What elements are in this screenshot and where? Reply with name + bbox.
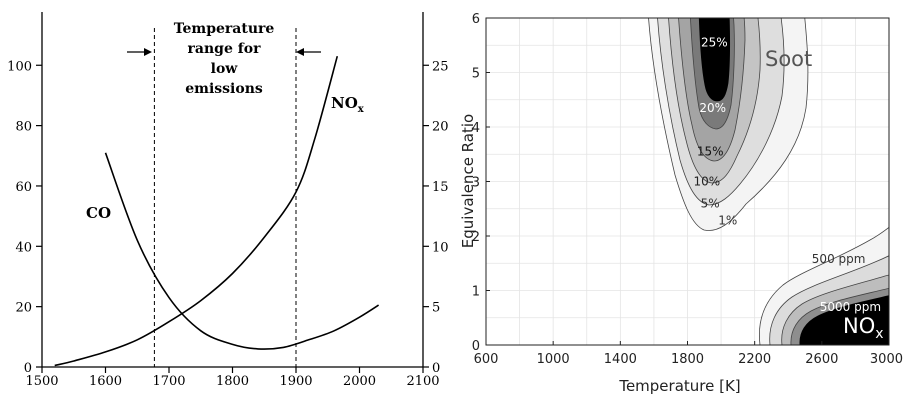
nox-region-label: NOx xyxy=(843,314,884,342)
co-curve-label: CO xyxy=(86,204,111,222)
secondary-y-tick-label: 0 xyxy=(432,361,440,376)
soot-contour-label: 1% xyxy=(718,214,737,228)
secondary-y-tick-label: 5 xyxy=(432,301,440,316)
contour-plot xyxy=(648,18,889,345)
right-y-tick-label: 0 xyxy=(472,339,480,354)
left-x-tick-label: 1800 xyxy=(216,374,249,389)
right-x-tick-label: 1400 xyxy=(604,352,637,367)
reference-lines xyxy=(153,28,297,367)
secondary-y-tick-label: 25 xyxy=(432,59,449,74)
right-x-tick-label: 1800 xyxy=(671,352,704,367)
right-y-tick-label: 6 xyxy=(472,12,480,27)
nox-contour-label: 5000 ppm xyxy=(820,300,881,314)
nox-label-main: NO xyxy=(331,94,358,112)
y-axis-title: Equivalence Ratio xyxy=(459,114,477,248)
soot-contour-label: 5% xyxy=(701,196,720,210)
right-x-tick-label: 2600 xyxy=(805,352,838,367)
soot-contour-label: 25% xyxy=(701,36,728,50)
range-arrow-left xyxy=(127,48,152,56)
secondary-y-tick-label: 20 xyxy=(432,120,449,135)
left-x-tick-label: 1600 xyxy=(89,374,122,389)
series-line-nox xyxy=(54,55,339,367)
left-secondary-y-ticks: 0 5 10 15 20 25 xyxy=(423,59,449,376)
x-axis-title: Temperature [K] xyxy=(618,377,740,395)
left-y-ticks: 0 20 40 60 80 100 xyxy=(7,59,42,376)
left-y-tick-label: 60 xyxy=(15,180,32,195)
left-x-tick-label: 1700 xyxy=(152,374,185,389)
right-y-tick-label: 3 xyxy=(472,176,480,191)
contour-labels: 1% 5% 10% 15% 20% 25% 500 ppm 5000 ppm xyxy=(693,36,881,314)
left-x-tick-label: 1900 xyxy=(279,374,312,389)
nox-label-subscript: x xyxy=(358,104,365,115)
annotation-line-3: low xyxy=(211,61,239,77)
nox-region-main: NO xyxy=(843,314,875,338)
range-arrow-right xyxy=(296,48,321,56)
right-y-tick-label: 4 xyxy=(472,121,480,136)
low-emissions-annotation: Temperature range for low emissions xyxy=(174,21,275,97)
soot-contour-label: 10% xyxy=(693,175,720,189)
nox-region-subscript: x xyxy=(875,326,883,342)
left-y-tick-label: 40 xyxy=(15,240,32,255)
secondary-y-tick-label: 15 xyxy=(432,180,449,195)
annotation-line-1: Temperature xyxy=(174,21,275,37)
nox-curve-label: NOx xyxy=(331,94,365,115)
soot-contour-label: 15% xyxy=(697,145,724,159)
right-y-tick-label: 5 xyxy=(472,67,480,82)
left-y-tick-label: 0 xyxy=(24,361,32,376)
right-y-ticks: 0 1 2 3 4 5 6 xyxy=(472,12,490,354)
soot-contour-25pct xyxy=(698,18,731,102)
right-x-tick-label: 600 xyxy=(474,352,499,367)
left-y-tick-label: 80 xyxy=(15,120,32,135)
right-x-tick-label: 3000 xyxy=(870,352,903,367)
left-x-ticks: 1500 1600 1700 1800 1900 2000 2100 xyxy=(25,367,440,389)
nox-contour-5000ppm xyxy=(799,295,889,345)
right-x-ticks: 600 1000 1400 1800 2200 2600 3000 xyxy=(474,341,903,367)
left-chart: 0 20 40 60 80 100 0 5 10 15 20 25 1500 1600 1700 1800… xyxy=(7,12,449,389)
series-group xyxy=(54,55,380,367)
right-x-tick-label: 2200 xyxy=(738,352,771,367)
right-y-tick-label: 1 xyxy=(472,285,480,300)
soot-region-label: Soot xyxy=(765,47,812,71)
annotation-line-2: range for xyxy=(188,41,262,57)
left-y-tick-label: 100 xyxy=(7,59,32,74)
nox-contour-label: 500 ppm xyxy=(812,252,866,266)
right-y-tick-label: 2 xyxy=(472,230,480,245)
soot-contour-label: 20% xyxy=(699,101,726,115)
secondary-y-tick-label: 10 xyxy=(432,240,449,255)
series-line-co xyxy=(104,152,380,350)
left-x-tick-label: 2000 xyxy=(343,374,376,389)
annotation-line-4: emissions xyxy=(185,81,263,97)
left-x-tick-label: 1500 xyxy=(25,374,58,389)
left-y-tick-label: 20 xyxy=(15,301,32,316)
left-x-tick-label: 2100 xyxy=(406,374,439,389)
right-chart: 0 1 2 3 4 5 6 600 1000 1400 1800 2200 2600 3000 1% 5%… xyxy=(459,12,903,395)
right-x-tick-label: 1000 xyxy=(537,352,570,367)
